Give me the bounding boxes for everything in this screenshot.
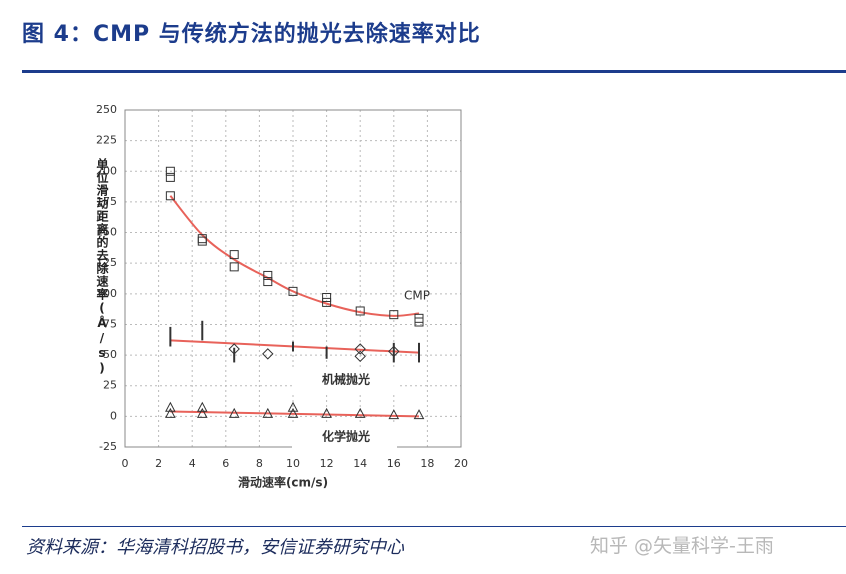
source-note: 资料来源：华海清科招股书，安信证券研究中心 xyxy=(26,537,404,558)
data-point xyxy=(165,401,176,412)
data-point xyxy=(229,262,239,272)
y-tick-label: 250 xyxy=(96,103,117,116)
x-axis-label: 滑动速率(cm/s) xyxy=(238,475,328,490)
x-tick-label: 10 xyxy=(286,457,300,470)
x-tick-label: 2 xyxy=(155,457,162,470)
data-point xyxy=(388,409,400,420)
y-tick-label: 225 xyxy=(96,134,117,147)
y-tick-label: 100 xyxy=(96,287,117,300)
y-tick-label: 125 xyxy=(96,256,117,269)
x-tick-label: 20 xyxy=(454,457,468,470)
y-tick-label: -25 xyxy=(99,440,117,453)
x-tick-label: 16 xyxy=(387,457,401,470)
data-point xyxy=(263,277,273,287)
y-tick-label: 150 xyxy=(96,226,117,239)
series-label: CMP xyxy=(404,289,430,303)
x-tick-label: 14 xyxy=(353,457,367,470)
x-tick-label: 4 xyxy=(189,457,196,470)
fit-curve xyxy=(170,410,420,418)
data-point xyxy=(262,407,274,418)
y-tick-label: 50 xyxy=(103,348,117,361)
data-point xyxy=(196,407,208,418)
label-backdrop xyxy=(292,368,397,392)
data-point xyxy=(263,270,273,280)
data-point xyxy=(228,407,240,418)
data-point xyxy=(354,407,366,418)
series-label: 化学抛光 xyxy=(322,429,370,444)
y-tick-label: 200 xyxy=(96,164,117,177)
x-tick-label: 18 xyxy=(420,457,434,470)
data-point xyxy=(322,292,332,302)
fit-curve xyxy=(170,339,420,354)
source-rule xyxy=(22,526,846,527)
data-point xyxy=(355,306,365,316)
data-point xyxy=(165,166,175,176)
y-tick-label: 25 xyxy=(103,379,117,392)
data-point xyxy=(354,350,366,363)
data-point xyxy=(197,236,207,246)
data-point xyxy=(354,343,366,355)
label-backdrop xyxy=(292,425,397,449)
data-point xyxy=(321,407,332,418)
data-point xyxy=(288,286,298,296)
x-tick-label: 0 xyxy=(122,457,129,470)
data-point xyxy=(196,401,208,412)
data-point xyxy=(413,409,425,420)
y-tick-label: 0 xyxy=(110,409,117,422)
data-point xyxy=(389,310,399,320)
x-tick-label: 12 xyxy=(320,457,334,470)
data-point xyxy=(165,407,176,418)
data-point xyxy=(262,348,274,360)
fit-curve xyxy=(169,195,420,317)
data-point xyxy=(287,407,299,418)
data-point xyxy=(414,317,424,327)
data-point xyxy=(229,250,239,260)
watermark: 知乎 @矢量科学-王雨 xyxy=(590,535,774,557)
data-point xyxy=(322,297,332,307)
figure-title: 图 4：CMP 与传统方法的抛光去除速率对比 xyxy=(22,22,481,47)
data-point xyxy=(228,343,240,355)
series-label: 机械抛光 xyxy=(322,372,370,387)
y-axis-label: 单位滑动距离的去除速率(Å/s) xyxy=(95,158,109,376)
y-tick-label: 175 xyxy=(96,195,117,208)
data-point xyxy=(165,172,175,182)
data-point xyxy=(287,401,299,412)
title-rule xyxy=(22,70,846,73)
y-tick-label: 75 xyxy=(103,317,117,330)
x-tick-label: 8 xyxy=(256,457,263,470)
x-tick-label: 6 xyxy=(222,457,229,470)
data-point xyxy=(388,345,400,358)
data-point xyxy=(165,191,175,201)
